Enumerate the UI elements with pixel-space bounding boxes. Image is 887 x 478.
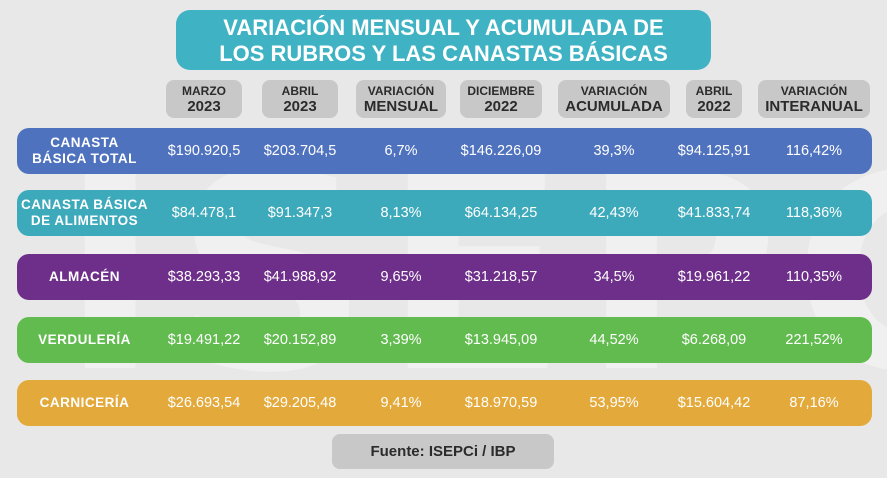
row-label-line-2: DE ALIMENTOS <box>30 213 139 228</box>
table-cell: 6,7% <box>384 143 418 159</box>
column-header-marzo-2023: MARZO 2023 <box>166 80 242 118</box>
column-header-line-1: ABRIL <box>281 83 319 98</box>
column-header-line-1: ABRIL <box>695 83 733 98</box>
table-cell: 87,16% <box>789 395 839 411</box>
column-header-line-1: MARZO <box>182 83 226 98</box>
row-label: CANASTA BÁSICA DE ALIMENTOS <box>17 190 152 236</box>
column-header-line-1: DICIEMBRE <box>467 83 535 98</box>
table-cell: $94.125,91 <box>677 143 751 159</box>
table-cell: $31.218,57 <box>464 269 538 285</box>
table-cell: $190.920,5 <box>167 143 241 159</box>
table-cell: $91.347,3 <box>267 205 333 221</box>
table-cell: 44,52% <box>589 332 639 348</box>
column-header-variacion-interanual: VARIACIÓN INTERANUAL <box>758 80 870 118</box>
table-cell: $15.604,42 <box>677 395 751 411</box>
row-label: CANASTA BÁSICA TOTAL <box>17 128 152 174</box>
column-header-line-2: 2022 <box>697 97 731 115</box>
table-cell: $26.693,54 <box>167 395 241 411</box>
table-cell: 34,5% <box>593 269 635 285</box>
row-label-line-1: CANASTA BÁSICA <box>21 197 148 212</box>
title-line-1: VARIACIÓN MENSUAL Y ACUMULADA DE <box>223 15 664 40</box>
column-header-line-2: INTERANUAL <box>765 97 863 115</box>
table-cell: $13.945,09 <box>464 332 538 348</box>
table-cell: $19.961,22 <box>677 269 751 285</box>
title-line-2: LOS RUBROS Y LAS CANASTAS BÁSICAS <box>219 41 668 66</box>
table-cell: $146.226,09 <box>460 143 542 159</box>
column-header-line-1: VARIACIÓN <box>780 83 848 98</box>
table-cell: $19.491,22 <box>167 332 241 348</box>
table-cell: $38.293,33 <box>167 269 241 285</box>
source-label: Fuente: ISEPCi / IBP <box>332 434 554 469</box>
table-cell: 3,39% <box>380 332 422 348</box>
column-header-abril-2022: ABRIL 2022 <box>686 80 742 118</box>
column-header-line-2: 2023 <box>187 97 221 115</box>
column-header-line-2: MENSUAL <box>363 97 439 115</box>
table-cell: 53,95% <box>589 395 639 411</box>
row-verduleria: VERDULERÍA $19.491,22 $20.152,89 3,39% $13.… <box>17 317 872 363</box>
column-header-line-2: ACUMULADA <box>565 97 663 115</box>
row-canasta-basica-alimentos: CANASTA BÁSICA DE ALIMENTOS $84.478,1 $91.… <box>17 190 872 236</box>
column-header-line-1: VARIACIÓN <box>367 83 435 98</box>
title-banner: VARIACIÓN MENSUAL Y ACUMULADA DE LOS RUB… <box>176 10 711 70</box>
table-cell: 110,35% <box>785 269 843 285</box>
row-label-line-1: CANASTA <box>50 135 119 150</box>
row-carniceria: CARNICERÍA $26.693,54 $29.205,48 9,41% $18.… <box>17 380 872 426</box>
table-cell: 8,13% <box>380 205 422 221</box>
table-cell: $84.478,1 <box>171 205 237 221</box>
column-header-variacion-mensual: VARIACIÓN MENSUAL <box>356 80 446 118</box>
table-cell: 9,65% <box>380 269 422 285</box>
column-header-abril-2023: ABRIL 2023 <box>262 80 338 118</box>
row-label: ALMACÉN <box>17 254 152 300</box>
table-cell: 118,36% <box>785 205 843 221</box>
column-header-line-2: 2023 <box>283 97 317 115</box>
table-cell: 116,42% <box>785 143 843 159</box>
table-cell: 9,41% <box>380 395 422 411</box>
table-cell: 39,3% <box>593 143 635 159</box>
table-cell: $18.970,59 <box>464 395 538 411</box>
row-label-line-1: CARNICERÍA <box>39 395 130 410</box>
table-cell: 221,52% <box>785 332 843 348</box>
row-almacen: ALMACÉN $38.293,33 $41.988,92 9,65% $31.218… <box>17 254 872 300</box>
column-header-diciembre-2022: DICIEMBRE 2022 <box>460 80 542 118</box>
table-cell: $6.268,09 <box>681 332 747 348</box>
table-cell: $41.833,74 <box>677 205 751 221</box>
table-cell: $64.134,25 <box>464 205 538 221</box>
row-label-line-1: VERDULERÍA <box>38 332 131 347</box>
row-label-line-1: ALMACÉN <box>49 269 120 284</box>
column-header-line-2: 2022 <box>484 97 518 115</box>
table-cell: $29.205,48 <box>263 395 337 411</box>
row-canasta-basica-total: CANASTA BÁSICA TOTAL $190.920,5 $203.704,5… <box>17 128 872 174</box>
table-cell: $20.152,89 <box>263 332 337 348</box>
column-header-variacion-acumulada: VARIACIÓN ACUMULADA <box>558 80 670 118</box>
row-label: VERDULERÍA <box>17 317 152 363</box>
table-cell: $41.988,92 <box>263 269 337 285</box>
table-cell: 42,43% <box>589 205 639 221</box>
column-header-line-1: VARIACIÓN <box>580 83 648 98</box>
table-cell: $203.704,5 <box>263 143 337 159</box>
row-label: CARNICERÍA <box>17 380 152 426</box>
row-label-line-2: BÁSICA TOTAL <box>32 151 137 166</box>
